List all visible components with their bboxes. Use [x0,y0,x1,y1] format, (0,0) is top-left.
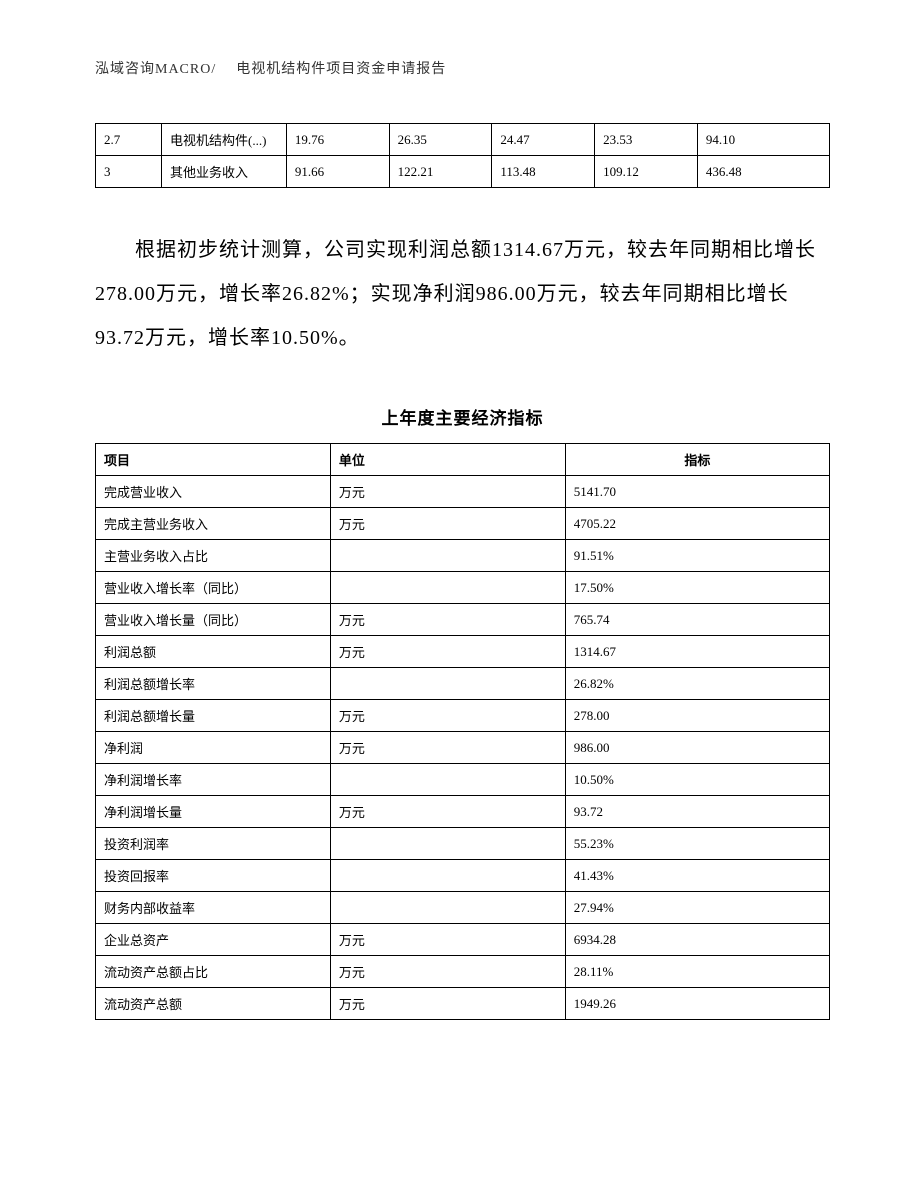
cell: 28.11% [565,956,829,988]
cell: 10.50% [565,764,829,796]
table-row: 利润总额 万元 1314.67 [96,636,830,668]
cell: 万元 [330,796,565,828]
body-paragraph: 根据初步统计测算，公司实现利润总额1314.67万元，较去年同期相比增长278.… [95,228,830,360]
table-row: 企业总资产 万元 6934.28 [96,924,830,956]
cell: 万元 [330,508,565,540]
cell: 765.74 [565,604,829,636]
table-row: 完成主营业务收入 万元 4705.22 [96,508,830,540]
table-row: 财务内部收益率 27.94% [96,892,830,924]
main-economic-table: 项目 单位 指标 完成营业收入 万元 5141.70 完成主营业务收入 万元 4… [95,443,830,1020]
cell: 94.10 [697,124,829,156]
column-header: 单位 [330,444,565,476]
cell: 1314.67 [565,636,829,668]
table-row: 3 其他业务收入 91.66 122.21 113.48 109.12 436.… [96,156,830,188]
column-header: 指标 [565,444,829,476]
table-row: 营业收入增长率（同比） 17.50% [96,572,830,604]
cell: 24.47 [492,124,595,156]
cell: 万元 [330,924,565,956]
cell: 91.51% [565,540,829,572]
cell: 完成主营业务收入 [96,508,331,540]
document-page: 泓域咨询MACRO/电视机结构件项目资金申请报告 2.7 电视机结构件(...)… [0,0,920,1080]
cell: 3 [96,156,162,188]
cell: 4705.22 [565,508,829,540]
cell: 113.48 [492,156,595,188]
column-header: 项目 [96,444,331,476]
table-row: 营业收入增长量（同比） 万元 765.74 [96,604,830,636]
cell: 19.76 [286,124,389,156]
cell: 122.21 [389,156,492,188]
table-row: 完成营业收入 万元 5141.70 [96,476,830,508]
cell: 投资利润率 [96,828,331,860]
cell: 利润总额 [96,636,331,668]
table-row: 2.7 电视机结构件(...) 19.76 26.35 24.47 23.53 … [96,124,830,156]
cell: 利润总额增长量 [96,700,331,732]
table-row: 投资利润率 55.23% [96,828,830,860]
cell: 企业总资产 [96,924,331,956]
cell: 436.48 [697,156,829,188]
top-data-table: 2.7 电视机结构件(...) 19.76 26.35 24.47 23.53 … [95,123,830,188]
table-header-row: 项目 单位 指标 [96,444,830,476]
cell: 万元 [330,732,565,764]
cell: 1949.26 [565,988,829,1020]
header-company: 泓域咨询MACRO/ [95,62,216,77]
cell: 主营业务收入占比 [96,540,331,572]
cell [330,828,565,860]
cell: 55.23% [565,828,829,860]
cell: 其他业务收入 [162,156,287,188]
cell: 17.50% [565,572,829,604]
cell: 营业收入增长量（同比） [96,604,331,636]
cell: 流动资产总额占比 [96,956,331,988]
table-row: 利润总额增长量 万元 278.00 [96,700,830,732]
cell: 完成营业收入 [96,476,331,508]
cell: 万元 [330,636,565,668]
cell: 净利润增长量 [96,796,331,828]
cell: 2.7 [96,124,162,156]
cell: 6934.28 [565,924,829,956]
cell [330,668,565,700]
cell: 净利润 [96,732,331,764]
cell: 27.94% [565,892,829,924]
cell: 投资回报率 [96,860,331,892]
cell: 万元 [330,476,565,508]
cell: 26.82% [565,668,829,700]
cell: 93.72 [565,796,829,828]
cell [330,540,565,572]
cell: 万元 [330,956,565,988]
table-row: 流动资产总额占比 万元 28.11% [96,956,830,988]
cell [330,892,565,924]
cell: 91.66 [286,156,389,188]
cell: 26.35 [389,124,492,156]
cell: 278.00 [565,700,829,732]
table-row: 利润总额增长率 26.82% [96,668,830,700]
cell: 986.00 [565,732,829,764]
cell: 5141.70 [565,476,829,508]
page-header: 泓域咨询MACRO/电视机结构件项目资金申请报告 [95,58,830,78]
cell: 万元 [330,700,565,732]
header-title: 电视机结构件项目资金申请报告 [236,62,446,77]
cell: 万元 [330,604,565,636]
table-row: 流动资产总额 万元 1949.26 [96,988,830,1020]
table-row: 净利润增长量 万元 93.72 [96,796,830,828]
table-row: 净利润增长率 10.50% [96,764,830,796]
cell: 109.12 [595,156,698,188]
cell: 41.43% [565,860,829,892]
cell: 万元 [330,988,565,1020]
table-row: 主营业务收入占比 91.51% [96,540,830,572]
cell [330,572,565,604]
table-row: 净利润 万元 986.00 [96,732,830,764]
main-table-title: 上年度主要经济指标 [95,404,830,429]
cell: 财务内部收益率 [96,892,331,924]
cell [330,764,565,796]
cell: 净利润增长率 [96,764,331,796]
cell: 电视机结构件(...) [162,124,287,156]
cell: 利润总额增长率 [96,668,331,700]
cell [330,860,565,892]
cell: 23.53 [595,124,698,156]
cell: 营业收入增长率（同比） [96,572,331,604]
table-row: 投资回报率 41.43% [96,860,830,892]
cell: 流动资产总额 [96,988,331,1020]
